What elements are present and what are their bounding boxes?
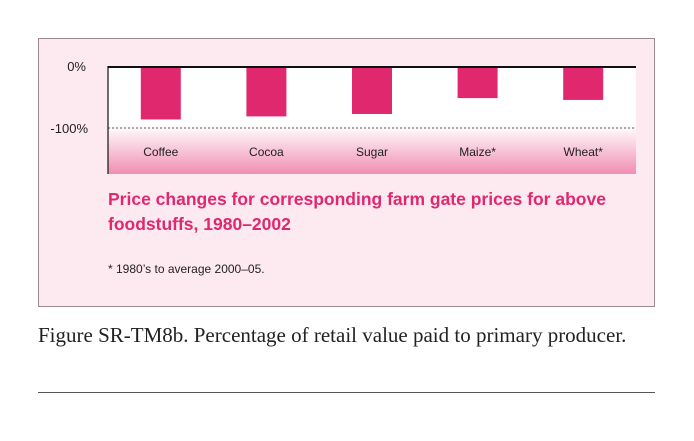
bar-sugar — [352, 67, 392, 114]
category-label-wheat: Wheat* — [564, 145, 604, 159]
bar-coffee — [140, 67, 181, 120]
figure-caption: Figure SR-TM8b. Percentage of retail val… — [38, 323, 627, 347]
chart-footnote: * 1980’s to average 2000–05. — [108, 262, 265, 276]
category-label-coffee: Coffee — [143, 145, 178, 159]
y-tick-label-zero: 0% — [67, 59, 86, 74]
caption-divider — [38, 392, 655, 393]
category-label-maize: Maize* — [459, 145, 496, 159]
y-tick-label-minus-100: -100% — [50, 121, 88, 136]
bar-cocoa — [246, 67, 287, 117]
bar-wheat — [563, 67, 604, 100]
category-label-sugar: Sugar — [356, 145, 388, 159]
bar-maize — [457, 67, 498, 99]
category-label-cocoa: Cocoa — [249, 145, 284, 159]
chart-title: Price changes for corresponding farm gat… — [108, 189, 606, 234]
